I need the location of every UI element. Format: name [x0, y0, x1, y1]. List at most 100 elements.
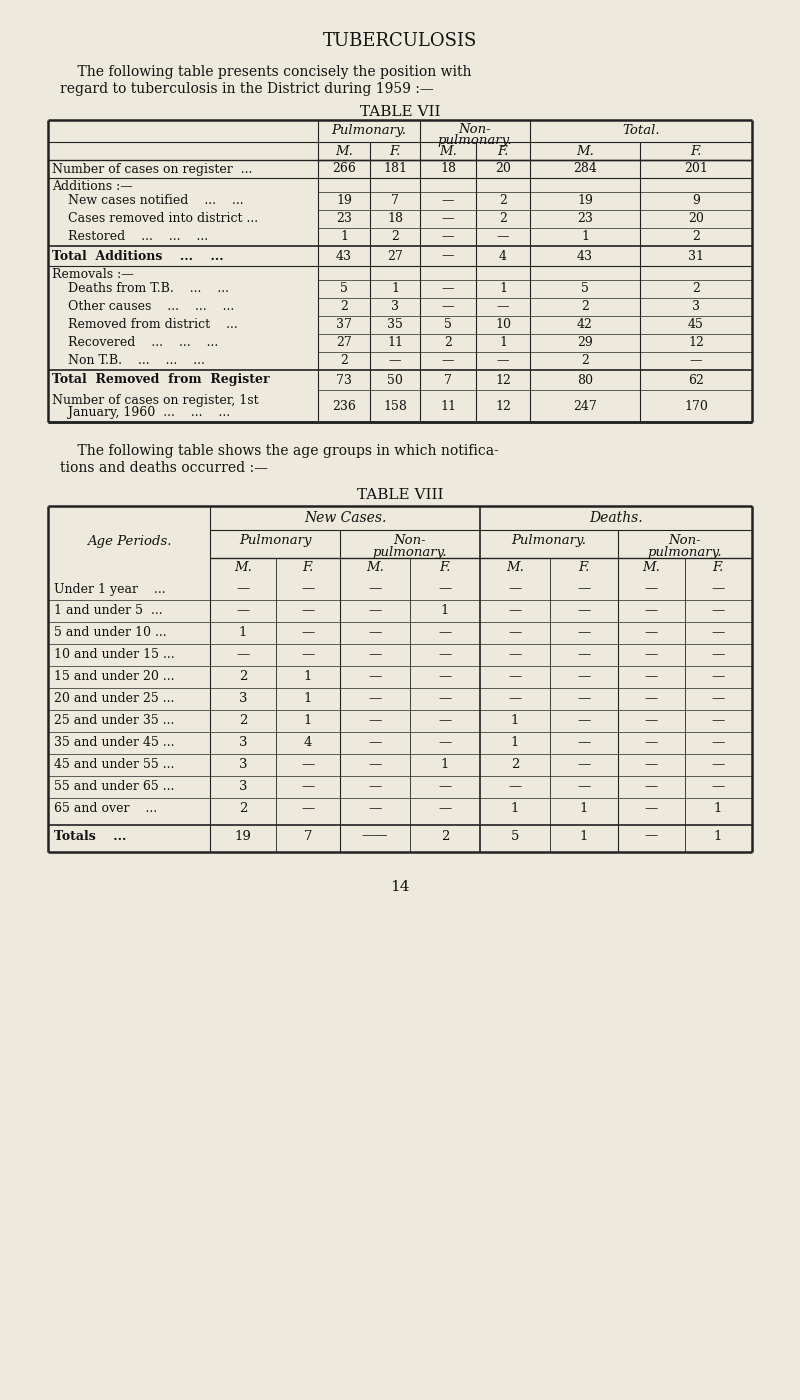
- Text: TABLE VII: TABLE VII: [360, 105, 440, 119]
- Text: —: —: [578, 671, 590, 683]
- Text: 27: 27: [336, 336, 352, 350]
- Text: —: —: [711, 714, 725, 728]
- Text: 65 and over    ...: 65 and over ...: [54, 802, 157, 815]
- Text: —: —: [578, 736, 590, 749]
- Text: 50: 50: [387, 374, 403, 386]
- Text: Total  Removed  from  Register: Total Removed from Register: [52, 374, 270, 386]
- Text: —: —: [368, 759, 382, 771]
- Text: —: —: [690, 354, 702, 367]
- Text: 5: 5: [444, 319, 452, 332]
- Text: 45 and under 55 ...: 45 and under 55 ...: [54, 759, 174, 771]
- Text: —: —: [508, 648, 522, 662]
- Text: 37: 37: [336, 319, 352, 332]
- Text: 2: 2: [441, 829, 449, 843]
- Text: —: —: [644, 829, 658, 843]
- Text: 247: 247: [573, 399, 597, 413]
- Text: Totals    ...: Totals ...: [54, 829, 126, 843]
- Text: —: —: [497, 231, 510, 244]
- Text: —: —: [442, 283, 454, 295]
- Text: 1: 1: [441, 759, 449, 771]
- Text: M.: M.: [335, 146, 353, 158]
- Text: 31: 31: [688, 249, 704, 263]
- Text: —: —: [438, 693, 452, 706]
- Text: —: —: [236, 582, 250, 595]
- Text: 18: 18: [387, 213, 403, 225]
- Text: —: —: [508, 582, 522, 595]
- Text: Other causes    ...    ...    ...: Other causes ... ... ...: [52, 301, 234, 314]
- Text: F.: F.: [578, 561, 590, 574]
- Text: —: —: [644, 605, 658, 617]
- Text: 1: 1: [340, 231, 348, 244]
- Text: pulmonary.: pulmonary.: [438, 134, 512, 147]
- Text: 20: 20: [495, 162, 511, 175]
- Text: M.: M.: [576, 146, 594, 158]
- Text: 20: 20: [688, 213, 704, 225]
- Text: —: —: [389, 354, 402, 367]
- Text: 3: 3: [391, 301, 399, 314]
- Text: 3: 3: [238, 781, 247, 794]
- Text: Non-: Non-: [458, 123, 491, 136]
- Text: —: —: [368, 781, 382, 794]
- Text: 2: 2: [239, 714, 247, 728]
- Text: 9: 9: [692, 195, 700, 207]
- Text: 2: 2: [239, 671, 247, 683]
- Text: —: —: [302, 648, 314, 662]
- Text: 45: 45: [688, 319, 704, 332]
- Text: —: —: [442, 249, 454, 263]
- Text: —: —: [497, 301, 510, 314]
- Text: F.: F.: [498, 146, 509, 158]
- Text: —: —: [578, 648, 590, 662]
- Text: 2: 2: [511, 759, 519, 771]
- Text: —: —: [711, 605, 725, 617]
- Text: 1: 1: [714, 829, 722, 843]
- Text: —: —: [578, 605, 590, 617]
- Text: —: —: [442, 213, 454, 225]
- Text: —: —: [302, 802, 314, 815]
- Text: —: —: [368, 714, 382, 728]
- Text: —: —: [578, 693, 590, 706]
- Text: —: —: [711, 582, 725, 595]
- Text: 27: 27: [387, 249, 403, 263]
- Text: —: —: [438, 714, 452, 728]
- Text: 4: 4: [499, 249, 507, 263]
- Text: Non T.B.    ...    ...    ...: Non T.B. ... ... ...: [52, 354, 205, 367]
- Text: 10: 10: [495, 319, 511, 332]
- Text: Removed from district    ...: Removed from district ...: [52, 319, 238, 332]
- Text: 1: 1: [511, 802, 519, 815]
- Text: New Cases.: New Cases.: [304, 511, 386, 525]
- Text: —: —: [368, 693, 382, 706]
- Text: —: —: [711, 736, 725, 749]
- Text: 236: 236: [332, 399, 356, 413]
- Text: —: —: [438, 736, 452, 749]
- Text: 14: 14: [390, 881, 410, 895]
- Text: 2: 2: [499, 213, 507, 225]
- Text: 19: 19: [577, 195, 593, 207]
- Text: F.: F.: [439, 561, 450, 574]
- Text: 1: 1: [499, 283, 507, 295]
- Text: 2: 2: [581, 354, 589, 367]
- Text: 1: 1: [511, 714, 519, 728]
- Text: Restored    ...    ...    ...: Restored ... ... ...: [52, 231, 208, 244]
- Text: 43: 43: [336, 249, 352, 263]
- Text: 1: 1: [304, 693, 312, 706]
- Text: 5: 5: [581, 283, 589, 295]
- Text: Pulmonary: Pulmonary: [238, 533, 311, 547]
- Text: 12: 12: [688, 336, 704, 350]
- Text: —: —: [508, 671, 522, 683]
- Text: —: —: [438, 781, 452, 794]
- Text: —: —: [236, 605, 250, 617]
- Text: —: —: [368, 627, 382, 640]
- Text: —: —: [302, 781, 314, 794]
- Text: 23: 23: [336, 213, 352, 225]
- Text: —: —: [508, 693, 522, 706]
- Text: —: —: [644, 693, 658, 706]
- Text: 1: 1: [511, 736, 519, 749]
- Text: 11: 11: [387, 336, 403, 350]
- Text: 10 and under 15 ...: 10 and under 15 ...: [54, 648, 174, 662]
- Text: —: —: [438, 671, 452, 683]
- Text: 181: 181: [383, 162, 407, 175]
- Text: Total  Additions    ...    ...: Total Additions ... ...: [52, 249, 224, 263]
- Text: Additions :—: Additions :—: [52, 181, 133, 193]
- Text: —: —: [236, 648, 250, 662]
- Text: 1: 1: [304, 671, 312, 683]
